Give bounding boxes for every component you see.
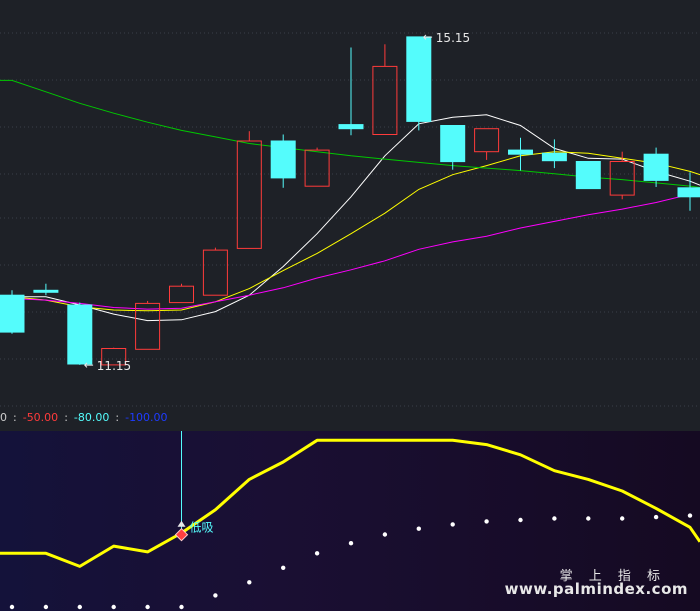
indicator-dot [620, 516, 625, 521]
candle [304, 147, 330, 187]
candle-body-up [135, 302, 161, 350]
candle [169, 283, 194, 304]
candle-body-down [508, 149, 533, 155]
candle-body-down [677, 187, 700, 198]
indicator-dot [416, 526, 421, 531]
candle-body-down [541, 152, 567, 162]
indicator-dot [9, 604, 15, 610]
legend-item: 0 [0, 411, 7, 424]
signal-arrow-icon [177, 520, 186, 527]
candle-body-down [270, 140, 296, 179]
candlestick-chart: ← 15.15← 11.15 [0, 29, 700, 407]
candle-body-up [236, 140, 262, 249]
indicator-dot [145, 604, 150, 610]
candle [474, 128, 500, 160]
indicator-chart: 低吸 [0, 431, 700, 611]
indicator-dot [382, 532, 388, 537]
candle-body-down [406, 36, 432, 122]
candle [338, 47, 364, 136]
candle-body-up [202, 249, 228, 296]
candle-body-down [33, 289, 59, 293]
legend-item: -100.00 [125, 411, 168, 424]
candle [372, 44, 398, 135]
ma-line [0, 190, 700, 310]
candle [202, 247, 228, 296]
candle-body-up [101, 348, 127, 366]
candle [508, 137, 533, 171]
indicator-dot [484, 519, 489, 524]
candle [609, 151, 635, 200]
candle [135, 300, 161, 350]
grid [0, 32, 700, 407]
legend-item: : [115, 411, 120, 424]
annotation-label: 11.15 [97, 359, 131, 373]
candle-body-up [372, 65, 398, 135]
ma-line [0, 114, 700, 322]
indicator-dot [77, 604, 83, 610]
legend-item: : [13, 411, 17, 424]
candle [541, 139, 567, 169]
buy-signal: 低吸 [174, 431, 214, 542]
indicator-dot [179, 604, 184, 610]
signal-diamond-icon [174, 527, 189, 542]
indicator-dot [586, 516, 591, 521]
legend-item: -50.00 [22, 411, 59, 424]
candle-body-down [643, 153, 669, 181]
candle-body-up [304, 149, 330, 187]
candle-body-up [474, 128, 500, 153]
low-price-annotation: ← 11.15 [84, 358, 131, 373]
candle-body-down [440, 125, 466, 163]
candle-body-down [575, 161, 601, 190]
indicator-dot [518, 517, 523, 523]
candle [0, 290, 25, 334]
candle [236, 131, 262, 249]
ma-line [0, 151, 700, 312]
candle-body-up [169, 285, 194, 304]
candle [440, 125, 466, 170]
indicator-dot [281, 565, 286, 570]
candle [575, 161, 601, 190]
legend-item: -80.00 [73, 411, 110, 424]
indicator-dot [213, 593, 218, 598]
candle-body-down [0, 294, 25, 333]
indicator-dot [247, 580, 252, 585]
candle [406, 36, 432, 131]
watermark-name: 掌 上 指 标 [559, 569, 666, 584]
candle [677, 172, 700, 211]
indicator-dot [314, 551, 320, 556]
candle-body-down [67, 304, 93, 365]
indicator-line [0, 438, 700, 568]
indicator-dot [450, 522, 455, 527]
candle [101, 347, 127, 366]
annotation-arrow: ← [423, 30, 433, 44]
indicator-dot [653, 514, 659, 520]
indicator-dot [348, 541, 354, 546]
watermark-url: www.palmindex.com [504, 580, 688, 598]
annotation-arrow: ← [84, 358, 94, 372]
indicator-legend: 0: -50.00: -80.00: -100.00 [0, 410, 700, 431]
candle-body-down [338, 124, 364, 130]
candle [67, 302, 93, 365]
candle [270, 134, 296, 188]
candle [33, 283, 59, 296]
signal-label: 低吸 [190, 521, 214, 535]
high-price-annotation: ← 15.15 [423, 30, 470, 45]
annotation-label: 15.15 [436, 31, 470, 45]
indicator-dot [687, 513, 693, 518]
candle-body-up [609, 161, 635, 196]
legend-item: : [64, 411, 68, 424]
indicator-dot [43, 604, 49, 610]
indicator-dot [111, 604, 116, 610]
candle [643, 147, 669, 187]
indicator-dot [552, 516, 557, 521]
